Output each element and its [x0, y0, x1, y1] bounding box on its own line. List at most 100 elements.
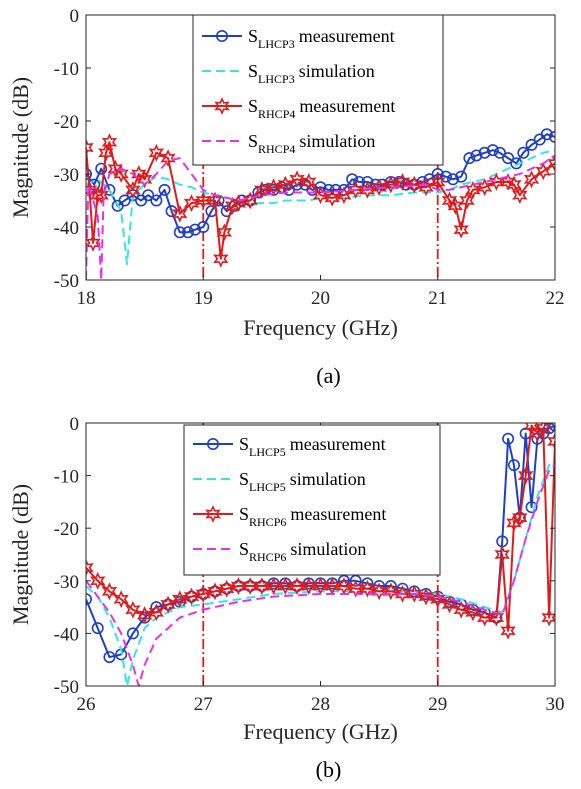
y-tick-label: -30 — [54, 572, 79, 593]
legend-label-sub: RHCP4 — [258, 142, 295, 156]
data-point-rhcp4 — [301, 173, 317, 191]
data-point-lhcp5 — [525, 501, 538, 514]
legend-label: SRHCP4 simulation — [248, 131, 375, 156]
data-point-rhcp4 — [93, 186, 109, 205]
data-point-rhcp4 — [224, 196, 241, 215]
legend-label-main: S — [239, 504, 249, 524]
data-point-rhcp4 — [183, 194, 200, 213]
panel-caption: (a) — [316, 363, 340, 388]
legend-label: SLHCP5 simulation — [239, 469, 366, 494]
data-point-rhcp6 — [506, 514, 522, 532]
data-point-rhcp4 — [101, 133, 118, 152]
data-point-rhcp4 — [441, 191, 458, 210]
data-point-rhcp4 — [172, 204, 188, 223]
series-group — [86, 423, 555, 686]
data-point-rhcp6 — [547, 432, 555, 451]
data-point-rhcp4 — [547, 154, 555, 173]
data-point-rhcp6 — [86, 558, 94, 577]
legend-label-sub: LHCP3 — [258, 72, 295, 86]
data-point-rhcp4 — [160, 149, 176, 168]
legend-marker — [207, 437, 220, 450]
legend-label-sub: LHCP5 — [249, 480, 286, 494]
legend-label-main: S — [248, 61, 258, 81]
data-point-rhcp4 — [383, 175, 399, 194]
data-point-lhcp3 — [439, 170, 452, 183]
data-point-rhcp4 — [86, 138, 94, 157]
data-point-rhcp4 — [406, 175, 423, 194]
legend-label-sub: LHCP3 — [258, 37, 295, 51]
data-point-rhcp6 — [494, 545, 510, 564]
data-point-rhcp4 — [289, 170, 305, 189]
y-axis-label: Magnitude (dB) — [8, 77, 33, 218]
data-point-lhcp3 — [540, 128, 553, 141]
data-point-rhcp6 — [90, 571, 106, 590]
data-point-rhcp6 — [101, 582, 118, 601]
data-point-rhcp4 — [207, 191, 223, 210]
legend-label-tail: measurement — [290, 434, 386, 454]
data-point-rhcp6 — [207, 582, 223, 601]
data-point-rhcp4 — [359, 180, 376, 199]
data-point-rhcp6 — [523, 423, 540, 435]
x-axis-label: Frequency (GHz) — [243, 719, 398, 744]
data-point-rhcp6 — [453, 600, 469, 619]
data-point-lhcp3 — [361, 175, 374, 188]
data-point-lhcp3 — [470, 149, 483, 162]
legend-label-sub: RHCP6 — [249, 550, 286, 564]
data-point-lhcp3 — [431, 168, 444, 181]
series-line-lhcp3-simulation — [86, 149, 555, 266]
data-point-lhcp3 — [455, 170, 468, 183]
data-point-rhcp6 — [183, 587, 200, 606]
data-point-rhcp6 — [148, 603, 165, 622]
chart-panel-2: 26 27 28 29 30 0 -10 -20 -30 -40 -50 Frequency (GHz… — [8, 414, 565, 782]
legend-label: SLHCP3 simulation — [248, 61, 375, 86]
data-point-rhcp4 — [125, 180, 141, 199]
data-point-rhcp4 — [136, 170, 153, 189]
y-axis-label: Magnitude (dB) — [8, 484, 33, 625]
data-point-rhcp4 — [512, 186, 528, 205]
legend-label: SRHCP6 simulation — [239, 539, 366, 564]
legend-label-sub: RHCP4 — [258, 107, 295, 121]
data-point-rhcp4 — [131, 165, 147, 183]
legend-marker — [205, 505, 221, 523]
data-point-rhcp4 — [98, 143, 114, 162]
legend-label: SLHCP5 measurement — [239, 434, 386, 459]
x-tick-label: 27 — [194, 694, 213, 715]
y-tick-label: -20 — [54, 519, 79, 540]
data-point-lhcp3 — [463, 152, 476, 165]
data-point-rhcp4 — [148, 143, 165, 162]
data-point-lhcp3 — [173, 226, 186, 239]
x-tick-label: 29 — [428, 694, 447, 715]
data-point-rhcp6 — [136, 606, 153, 624]
data-point-lhcp3 — [493, 146, 506, 159]
data-point-rhcp6 — [218, 579, 235, 598]
y-tick-label: -10 — [54, 59, 79, 80]
data-point-lhcp5 — [91, 622, 104, 635]
data-point-lhcp3 — [478, 146, 491, 159]
data-point-rhcp6 — [359, 579, 376, 598]
legend-marker — [216, 29, 229, 42]
x-tick-label: 19 — [194, 288, 213, 309]
legend-label-tail: simulation — [299, 131, 375, 151]
data-point-lhcp3 — [197, 221, 210, 234]
data-point-rhcp4 — [86, 233, 101, 252]
data-point-rhcp4 — [213, 249, 229, 268]
x-tick-label: 22 — [546, 288, 565, 309]
data-point-lhcp5 — [349, 574, 362, 587]
data-point-lhcp5 — [502, 432, 515, 445]
data-point-rhcp6 — [541, 608, 555, 627]
data-point-rhcp6 — [125, 600, 141, 619]
x-tick-label: 21 — [428, 288, 447, 309]
data-point-lhcp3 — [346, 173, 359, 186]
legend-label: SRHCP6 measurement — [239, 504, 386, 529]
y-tick-label: 0 — [70, 6, 80, 27]
data-point-rhcp4 — [216, 223, 233, 242]
legend-label-tail: measurement — [299, 96, 395, 116]
data-point-lhcp3 — [95, 162, 108, 175]
legend-label-sub: RHCP6 — [249, 515, 286, 529]
data-point-lhcp3 — [189, 223, 202, 236]
legend-label: SLHCP3 measurement — [248, 26, 395, 51]
data-point-lhcp3 — [142, 189, 155, 202]
data-point-rhcp6 — [529, 424, 546, 443]
series-line-rhcp4-simulation — [86, 154, 555, 280]
